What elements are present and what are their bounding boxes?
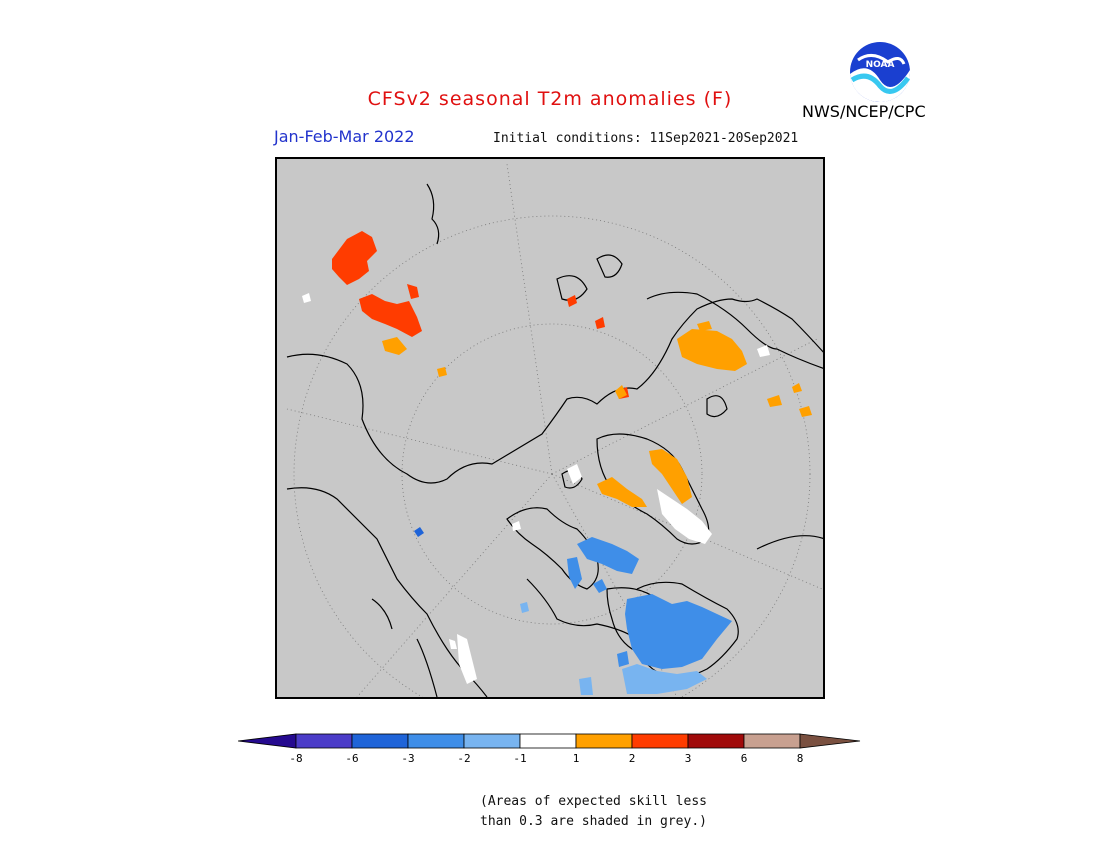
noaa-logo: NOAA bbox=[850, 42, 911, 103]
legend-swatch bbox=[687, 733, 745, 749]
legend-tick-label: 6 bbox=[740, 752, 748, 765]
anomaly-warm-strong bbox=[332, 231, 629, 399]
coastlines bbox=[286, 183, 823, 697]
legend-tick-label: 1 bbox=[572, 752, 580, 765]
legend-tick-label: -1 bbox=[513, 752, 527, 765]
map-title: CFSv2 seasonal T2m anomalies (F) bbox=[367, 88, 733, 110]
legend-arrow-left bbox=[238, 733, 297, 749]
legend-swatch bbox=[743, 733, 801, 749]
anomaly-cool bbox=[567, 537, 732, 669]
color-legend bbox=[238, 733, 861, 749]
legend-swatch bbox=[295, 733, 353, 749]
forecast-period: Jan-Feb-Mar 2022 bbox=[274, 127, 415, 146]
legend-tick-label: -2 bbox=[457, 752, 471, 765]
agency-label: NWS/NCEP/CPC bbox=[802, 102, 926, 121]
legend-tick-label: -3 bbox=[401, 752, 415, 765]
legend-swatch bbox=[351, 733, 409, 749]
map-panel bbox=[275, 157, 825, 699]
anomaly-neutral bbox=[302, 293, 770, 684]
legend-swatch bbox=[463, 733, 521, 749]
initial-conditions: Initial conditions: 11Sep2021-20Sep2021 bbox=[493, 131, 799, 146]
anomaly-cool-strong bbox=[414, 527, 424, 537]
legend-swatch bbox=[575, 733, 633, 749]
legend-tick-label: 2 bbox=[628, 752, 636, 765]
legend-tick-label: -6 bbox=[345, 752, 359, 765]
skill-note: (Areas of expected skill less than 0.3 a… bbox=[480, 792, 740, 832]
anomaly-cool-light bbox=[520, 602, 707, 695]
legend-boxes bbox=[295, 733, 801, 749]
legend-swatch bbox=[407, 733, 465, 749]
anomaly-warm bbox=[382, 321, 812, 507]
legend-swatch bbox=[631, 733, 689, 749]
legend-tick-label: -8 bbox=[289, 752, 303, 765]
graticule bbox=[286, 163, 823, 697]
legend-swatch bbox=[519, 733, 577, 749]
skill-note-line: (Areas of expected skill less bbox=[480, 794, 707, 809]
legend-arrow-right bbox=[799, 733, 861, 749]
legend-tick-label: 3 bbox=[684, 752, 692, 765]
skill-note-line: than 0.3 are shaded in grey.) bbox=[480, 814, 707, 829]
logo-text: NOAA bbox=[866, 60, 895, 70]
legend-tick-label: 8 bbox=[796, 752, 804, 765]
polar-map bbox=[286, 163, 823, 697]
